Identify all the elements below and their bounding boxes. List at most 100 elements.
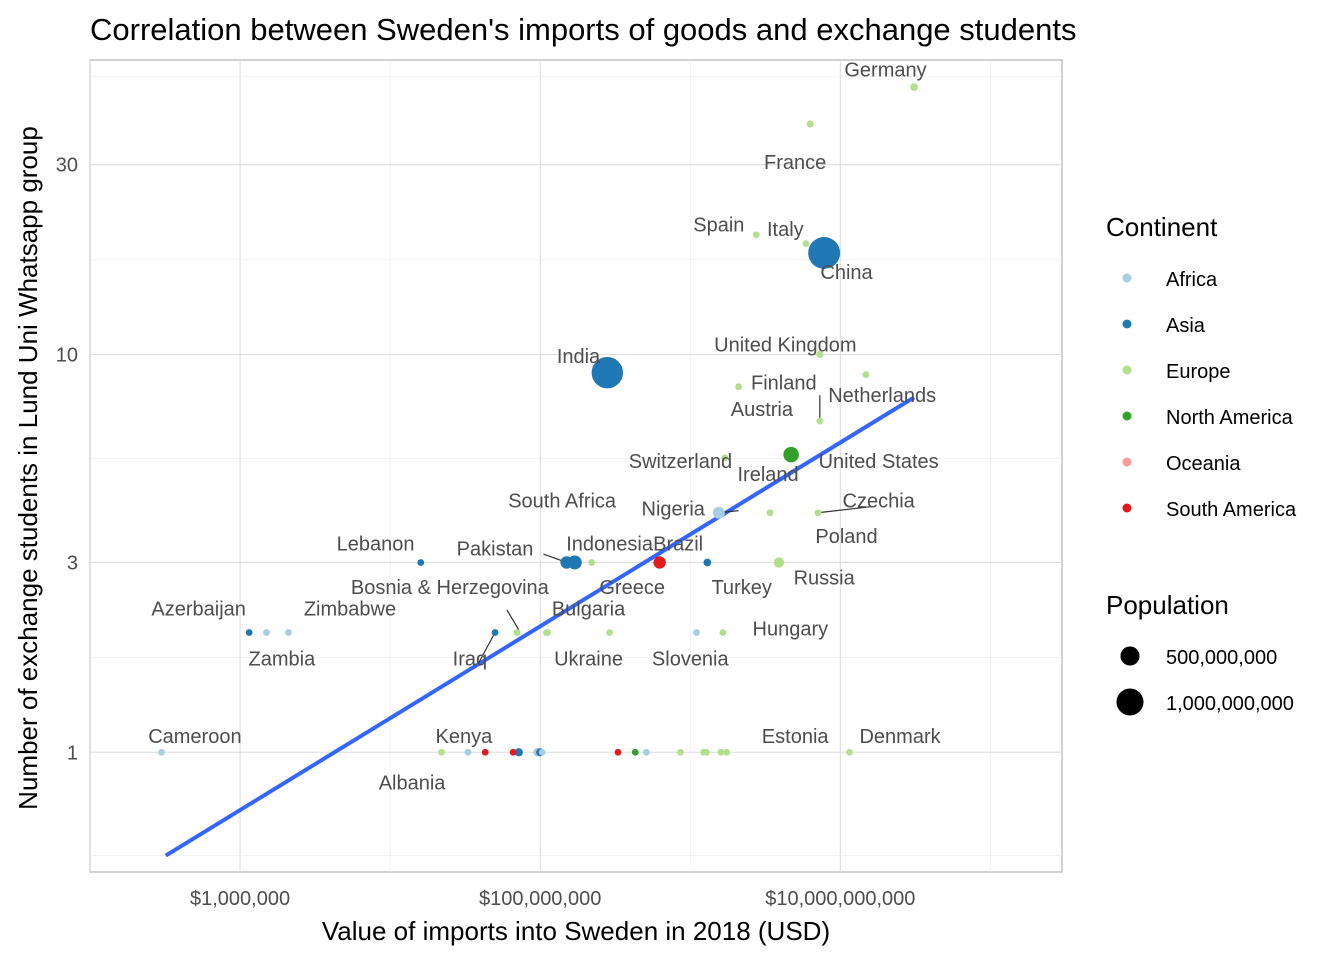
leader-lines (478, 395, 874, 663)
point-label: China (820, 262, 873, 284)
point-label: Turkey (711, 577, 771, 599)
legend-continent-swatch (1122, 411, 1132, 421)
point-label: France (764, 152, 826, 174)
legend-continent-swatch (1122, 457, 1132, 467)
data-point (653, 556, 666, 569)
legend-population-swatch (1120, 646, 1140, 666)
legend-continent-swatch (1122, 273, 1132, 283)
label-leader-line (817, 505, 874, 514)
legend-continent-label: Oceania (1166, 453, 1241, 475)
point-label: Bosnia & Herzegovina (351, 577, 550, 599)
data-point (677, 748, 684, 756)
point-label: Switzerland (629, 451, 732, 473)
point-label: Slovenia (652, 649, 730, 671)
y-axis-title: Number of exchange students in Lund Uni … (13, 126, 43, 810)
legend-population-label: 1,000,000,000 (1166, 693, 1294, 715)
data-point (588, 559, 595, 566)
point-label: Poland (815, 526, 877, 548)
data-point (538, 748, 546, 756)
point-label: Denmark (859, 726, 941, 748)
data-point (417, 559, 425, 566)
data-point (491, 629, 499, 636)
data-point (816, 417, 824, 425)
point-label: Germany (844, 60, 926, 82)
point-label: Indonesia (566, 533, 654, 555)
legend-continent-swatch (1122, 503, 1132, 513)
data-point (438, 748, 445, 756)
legend-continent-title: Continent (1106, 212, 1218, 242)
data-point (802, 240, 810, 248)
point-label: Estonia (762, 726, 830, 748)
data-point (735, 383, 743, 391)
point-label: Albania (379, 772, 447, 794)
data-point (614, 748, 622, 756)
point-label: Iraq (453, 649, 487, 671)
data-point (717, 748, 725, 756)
data-point (285, 629, 292, 636)
point-labels: Germany France Spain Italy China United Kingd… (148, 60, 941, 795)
point-label: United Kingdom (714, 334, 856, 356)
legend-continent-swatch (1122, 365, 1132, 375)
legend-population-swatch (1116, 688, 1144, 716)
grid-lines (89, 60, 1062, 872)
data-point (509, 748, 517, 756)
legend-continent-items: Africa Asia Europe North America Oceania Sout… (1122, 269, 1297, 521)
data-point (560, 556, 573, 569)
trend-line (164, 395, 916, 858)
point-label: Cameroon (148, 726, 241, 748)
legend-continent-label: Asia (1166, 315, 1206, 337)
legend-continent-swatch (1122, 319, 1132, 329)
data-point (513, 629, 521, 636)
legend-continent-label: Europe (1166, 361, 1231, 383)
y-tick-label: 30 (56, 155, 78, 177)
chart-title: Correlation between Sweden's imports of … (90, 12, 1076, 47)
data-point (721, 454, 729, 462)
point-label: Hungary (753, 618, 829, 640)
y-tick-label: 3 (67, 552, 78, 574)
point-label: Czechia (843, 490, 916, 512)
data-point (783, 446, 799, 463)
label-leader-line (478, 632, 496, 663)
legend-population-title: Population (1106, 590, 1229, 620)
trend-line-group (164, 395, 916, 858)
data-point (606, 629, 613, 636)
legend-population-items: 500,000,000 1,000,000,000 (1116, 646, 1294, 716)
data-point (806, 120, 814, 128)
x-tick-label: $10,000,000,000 (765, 888, 915, 910)
data-points (158, 83, 918, 757)
data-point (245, 629, 253, 636)
data-point (862, 371, 870, 379)
point-label: Austria (731, 399, 794, 421)
data-point (481, 748, 489, 756)
x-axis-title: Value of imports into Sweden in 2018 (US… (322, 916, 830, 946)
data-point (816, 351, 824, 358)
point-label: Ukraine (554, 649, 623, 671)
legend: Continent Africa Asia Europe North America O… (1106, 212, 1297, 716)
legend-continent-label: Africa (1166, 269, 1218, 291)
data-point (700, 748, 708, 756)
y-tick-label: 1 (67, 742, 78, 764)
point-label: Ireland (738, 464, 799, 486)
point-label: Zambia (249, 649, 317, 671)
x-tick-label: $100,000,000 (479, 888, 601, 910)
axis-ticks: $1,000,000 $100,000,000 $10,000,000,000 1 3 1… (56, 155, 916, 910)
point-label: Lebanon (337, 533, 415, 555)
data-point (703, 558, 712, 567)
point-label: South Africa (508, 490, 617, 512)
point-label: India (557, 346, 601, 368)
data-point (263, 629, 270, 636)
data-point (814, 509, 822, 517)
data-point (693, 629, 700, 636)
label-leader-line (506, 609, 520, 631)
data-point (723, 748, 731, 756)
data-point (642, 748, 650, 756)
point-label: Bulgaria (552, 598, 626, 620)
data-point (910, 83, 918, 92)
data-point (543, 629, 550, 636)
point-label: Pakistan (457, 539, 534, 561)
point-label: Kenya (436, 726, 494, 748)
data-point (591, 356, 624, 389)
data-point (846, 748, 853, 756)
data-point (808, 237, 841, 269)
